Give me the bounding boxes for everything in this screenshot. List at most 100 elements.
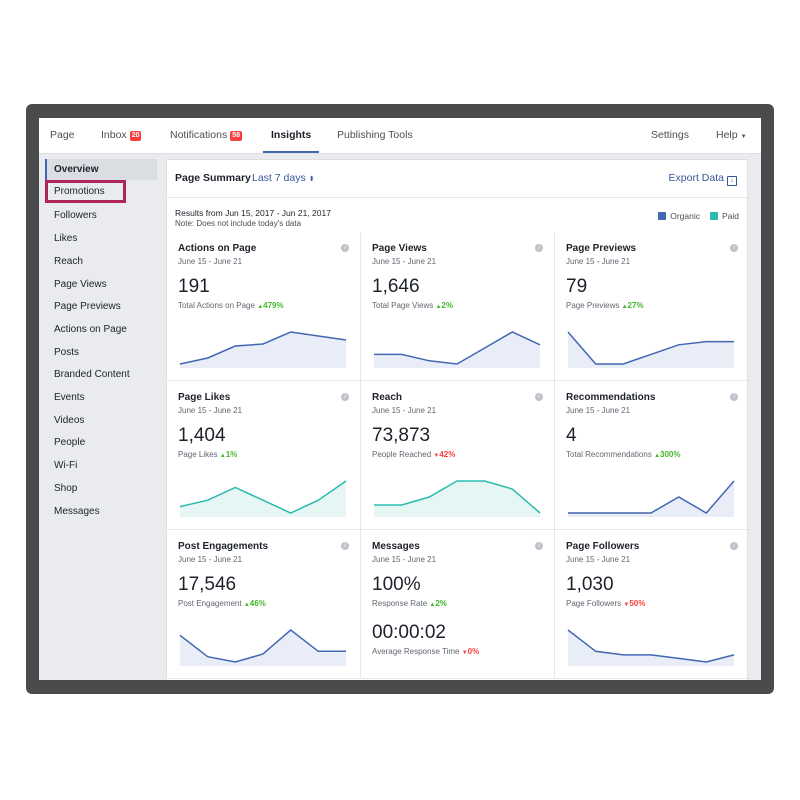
info-icon[interactable]: i <box>535 542 543 550</box>
results-range: Results from Jun 15, 2017 - Jun 21, 2017 <box>175 208 331 218</box>
card-title: Post Engagements <box>178 541 269 552</box>
tab-page[interactable]: Page <box>50 129 75 141</box>
sidebar-item-promotions[interactable]: Promotions <box>45 180 126 203</box>
card-title: Page Followers <box>566 541 640 552</box>
metric-card-reach[interactable]: Reach June 15 - June 21 i 73,873 People Reac… <box>361 381 555 530</box>
arrow-up-icon: ▲ <box>435 304 442 310</box>
change-indicator: ▼0% <box>461 647 480 656</box>
metric-card-page-views[interactable]: Page Views June 15 - June 21 i 1,646 Total P… <box>361 232 555 381</box>
card-value: 100% <box>372 574 421 595</box>
sidebar-item-overview[interactable]: Overview <box>45 159 157 180</box>
metric-card-recommendations[interactable]: Recommendations June 15 - June 21 i 4 Total … <box>555 381 749 530</box>
change-indicator: ▼50% <box>623 599 646 608</box>
sidebar-item-events[interactable]: Events <box>45 388 157 408</box>
info-icon[interactable]: i <box>535 244 543 252</box>
metric-card-post-engagements[interactable]: Post Engagements June 15 - June 21 i 17,546… <box>167 530 361 679</box>
sidebar-item-page-views[interactable]: Page Views <box>45 275 157 295</box>
sidebar-item-label: Wi-Fi <box>54 460 78 472</box>
sparkline-chart <box>567 629 735 666</box>
date-range-select[interactable]: Last 7 days ⬍ <box>252 172 315 184</box>
sidebar-item-branded-content[interactable]: Branded Content <box>45 365 157 385</box>
card-date-range: June 15 - June 21 <box>566 406 631 415</box>
card-value: 4 <box>566 425 577 446</box>
sidebar-item-posts[interactable]: Posts <box>45 343 157 363</box>
card-date-range: June 15 - June 21 <box>566 555 631 564</box>
card-value: 1,030 <box>566 574 614 595</box>
arrow-down-icon: ▼ <box>623 602 630 608</box>
sidebar-item-page-previews[interactable]: Page Previews <box>45 297 157 317</box>
sidebar-item-label: Promotions <box>54 186 105 197</box>
inbox-count-badge: 20 <box>129 131 142 141</box>
results-note: Note: Does not include today's data <box>175 219 302 228</box>
arrow-down-icon: ▼ <box>433 453 440 459</box>
sidebar-item-people[interactable]: People <box>45 433 157 453</box>
info-icon[interactable]: i <box>730 244 738 252</box>
arrow-up-icon: ▲ <box>219 453 226 459</box>
page-summary-panel: Page Summary Last 7 days ⬍ Export Data ↓ R… <box>166 159 749 680</box>
card-subtitle: Post Engagement ▲46% <box>178 599 266 608</box>
card-date-range: June 15 - June 21 <box>372 257 437 266</box>
sidebar-item-actions-on-page[interactable]: Actions on Page <box>45 320 157 340</box>
sidebar-item-label: Likes <box>54 233 78 245</box>
sidebar-item-wi-fi[interactable]: Wi-Fi <box>45 456 157 476</box>
sidebar-item-label: Page Views <box>54 278 107 290</box>
info-icon[interactable]: i <box>535 393 543 401</box>
sidebar-item-messages[interactable]: Messages <box>45 502 157 522</box>
metric-card-page-previews[interactable]: Page Previews June 15 - June 21 i 79 Page Pr… <box>555 232 749 381</box>
card-date-range: June 15 - June 21 <box>566 257 631 266</box>
tab-publishing-tools[interactable]: Publishing Tools <box>337 129 413 141</box>
arrow-up-icon: ▲ <box>429 602 436 608</box>
sparkline-area <box>374 332 540 368</box>
sidebar-item-followers[interactable]: Followers <box>45 206 157 226</box>
card-title: Actions on Page <box>178 243 257 254</box>
card-value: 17,546 <box>178 574 237 595</box>
sparkline-area <box>568 481 734 517</box>
sidebar-item-label: Followers <box>54 210 97 222</box>
metric-card-page-likes[interactable]: Page Likes June 15 - June 21 i 1,404 Page Li… <box>167 381 361 530</box>
arrow-up-icon: ▲ <box>654 453 661 459</box>
info-icon[interactable]: i <box>341 244 349 252</box>
card-title: Page Previews <box>566 243 637 254</box>
sidebar-item-label: Overview <box>54 164 99 175</box>
sidebar-item-shop[interactable]: Shop <box>45 479 157 499</box>
info-icon[interactable]: i <box>730 542 738 550</box>
sparkline-area <box>180 481 346 517</box>
sparkline-chart <box>179 629 346 666</box>
sparkline-line <box>179 331 347 365</box>
info-icon[interactable]: i <box>341 542 349 550</box>
metric-card-page-followers[interactable]: Page Followers June 15 - June 21 i 1,030 Pag… <box>555 530 749 679</box>
sidebar-item-reach[interactable]: Reach <box>45 252 157 272</box>
organic-swatch <box>658 212 667 220</box>
export-data-button[interactable]: Export Data ↓ <box>669 172 737 186</box>
tab-inbox[interactable]: Inbox 20 <box>101 129 142 141</box>
sidebar-item-likes[interactable]: Likes <box>45 229 157 249</box>
sparkline-line <box>567 629 735 663</box>
sidebar-item-label: Page Previews <box>54 301 121 313</box>
sidebar-item-videos[interactable]: Videos <box>45 411 157 431</box>
card-title: Reach <box>372 392 403 403</box>
change-indicator: ▲479% <box>257 301 284 310</box>
tab-insights[interactable]: Insights <box>262 118 320 153</box>
sparkline-chart <box>374 331 541 368</box>
card-secondary-value: 00:00:02 <box>372 622 446 643</box>
sidebar-item-label: Videos <box>54 414 85 426</box>
info-icon[interactable]: i <box>341 393 349 401</box>
sort-arrows-icon: ⬍ <box>308 176 315 183</box>
notifications-count-badge: 58 <box>230 131 242 141</box>
card-title: Page Likes <box>178 392 231 403</box>
metric-card-messages[interactable]: Messages June 15 - June 21 i 100% Response R… <box>361 530 555 679</box>
metric-card-actions-on-page[interactable]: Actions on Page June 15 - June 21 i 191 Tota… <box>167 232 361 381</box>
sparkline-area <box>180 332 346 368</box>
card-title: Recommendations <box>566 392 656 403</box>
info-icon[interactable]: i <box>730 393 738 401</box>
sparkline-chart <box>374 480 541 517</box>
card-subtitle: Page Previews ▲27% <box>566 301 644 310</box>
tab-notifications[interactable]: Notifications 58 <box>170 129 242 141</box>
tab-settings[interactable]: Settings <box>651 129 689 141</box>
arrow-up-icon: ▲ <box>621 304 628 310</box>
change-indicator: ▲2% <box>429 599 447 608</box>
sidebar-item-label: People <box>54 437 86 449</box>
help-menu[interactable]: Help ▼ <box>716 129 747 141</box>
change-indicator: ▲27% <box>621 301 644 310</box>
card-value: 191 <box>178 276 210 297</box>
